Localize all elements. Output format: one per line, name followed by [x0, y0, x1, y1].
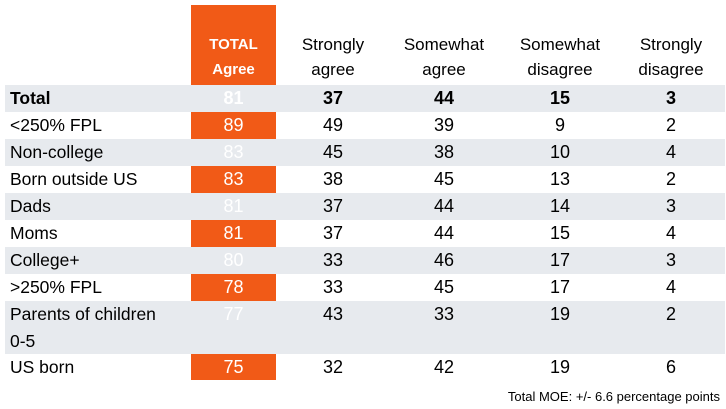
row-label: >250% FPL — [10, 277, 102, 297]
footnote-moe: Total MOE: +/- 6.6 percentage points — [507, 389, 720, 404]
header-somewhat-disagree: Somewhat disagree — [508, 32, 612, 82]
somewhat-agree-value: 39 — [433, 115, 455, 135]
strongly-agree-value: 32 — [322, 357, 344, 377]
row-label: Moms — [10, 223, 58, 243]
somewhat-disagree-value: 19 — [549, 357, 571, 377]
table-row: US born 75 32 42 19 6 — [5, 354, 725, 381]
total-agree-value: 89 — [223, 115, 244, 135]
header-somewhat-disagree-line2: disagree — [527, 60, 593, 79]
somewhat-agree-value: 44 — [433, 223, 455, 243]
somewhat-agree-value: 38 — [433, 142, 455, 162]
header-strongly-disagree-line2: disagree — [638, 60, 704, 79]
header-total-agree-line2: Agree — [212, 61, 255, 78]
row-label: Non-college — [10, 142, 104, 162]
strongly-agree-value: 33 — [322, 277, 344, 297]
header-somewhat-agree-line1: Somewhat — [403, 35, 485, 54]
header-somewhat-agree-line2: agree — [422, 60, 466, 79]
header-strongly-agree: Strongly agree — [288, 32, 378, 82]
somewhat-disagree-value: 10 — [549, 142, 571, 162]
somewhat-disagree-value: 17 — [549, 277, 571, 297]
row-label: US born — [10, 357, 75, 377]
strongly-agree-value: 43 — [322, 304, 344, 324]
table-body: Total 81 37 44 15 3 <250% FPL 89 49 39 9 2 Non-colle… — [5, 85, 725, 381]
strongly-disagree-value: 2 — [665, 169, 676, 189]
strongly-disagree-value: 4 — [665, 277, 676, 297]
somewhat-agree-value: 46 — [433, 250, 455, 270]
header-total-agree: TOTAL Agree — [191, 32, 276, 82]
strongly-agree-value: 33 — [322, 250, 344, 270]
header-total-agree-line1: TOTAL — [209, 36, 258, 53]
total-agree-value: 80 — [223, 250, 244, 270]
strongly-disagree-value: 3 — [665, 250, 676, 270]
header-strongly-disagree: Strongly disagree — [624, 32, 718, 82]
strongly-disagree-value: 6 — [665, 357, 676, 377]
somewhat-agree-value: 44 — [433, 88, 455, 108]
strongly-disagree-value: 4 — [665, 142, 676, 162]
strongly-disagree-value: 2 — [665, 115, 676, 135]
row-label: <250% FPL — [10, 115, 102, 135]
somewhat-agree-value: 44 — [433, 196, 455, 216]
header-strongly-agree-line1: Strongly — [301, 35, 365, 54]
table-row: Dads 81 37 44 14 3 — [5, 193, 725, 220]
row-label: Dads — [10, 196, 51, 216]
somewhat-disagree-value: 14 — [549, 196, 571, 216]
somewhat-disagree-value: 19 — [549, 304, 571, 324]
strongly-agree-value: 38 — [322, 169, 344, 189]
strongly-agree-value: 49 — [322, 115, 344, 135]
row-label: Parents of children 0-5 — [10, 301, 190, 355]
header-somewhat-disagree-line1: Somewhat — [519, 35, 601, 54]
somewhat-agree-value: 42 — [433, 357, 455, 377]
table-row: >250% FPL 78 33 45 17 4 — [5, 274, 725, 301]
somewhat-disagree-value: 17 — [549, 250, 571, 270]
table-row: Parents of children 0-5 77 43 33 19 2 — [5, 301, 725, 354]
strongly-disagree-value: 2 — [665, 304, 676, 324]
strongly-agree-value: 37 — [322, 196, 344, 216]
somewhat-agree-value: 45 — [433, 169, 455, 189]
total-agree-value: 83 — [223, 142, 244, 162]
strongly-disagree-value: 4 — [665, 223, 676, 243]
table-row: College+ 80 33 46 17 3 — [5, 247, 725, 274]
row-label: Born outside US — [10, 169, 138, 189]
total-agree-value: 83 — [223, 169, 244, 189]
somewhat-agree-value: 45 — [433, 277, 455, 297]
total-agree-value: 81 — [223, 88, 244, 108]
table-row: <250% FPL 89 49 39 9 2 — [5, 112, 725, 139]
somewhat-disagree-value: 13 — [549, 169, 571, 189]
somewhat-disagree-value: 15 — [549, 223, 571, 243]
strongly-disagree-value: 3 — [665, 196, 676, 216]
strongly-agree-value: 37 — [322, 88, 344, 108]
total-agree-value: 75 — [223, 357, 244, 377]
row-label: College+ — [10, 250, 80, 270]
header-strongly-agree-line2: agree — [311, 60, 355, 79]
somewhat-disagree-value: 9 — [554, 115, 565, 135]
row-label-line: Parents of children — [10, 304, 156, 324]
somewhat-agree-value: 33 — [433, 304, 455, 324]
header-strongly-disagree-line1: Strongly — [639, 35, 703, 54]
total-agree-value: 77 — [223, 304, 244, 324]
total-agree-value: 81 — [223, 223, 244, 243]
strongly-disagree-value: 3 — [665, 88, 676, 108]
table-row: Total 81 37 44 15 3 — [5, 85, 725, 112]
total-agree-value: 81 — [223, 196, 244, 216]
strongly-agree-value: 37 — [322, 223, 344, 243]
row-label-line: 0-5 — [10, 331, 36, 351]
somewhat-disagree-value: 15 — [549, 88, 571, 108]
total-agree-value: 78 — [223, 277, 244, 297]
table-row: Born outside US 83 38 45 13 2 — [5, 166, 725, 193]
row-label: Total — [10, 88, 51, 108]
strongly-agree-value: 45 — [322, 142, 344, 162]
table-row: Moms 81 37 44 15 4 — [5, 220, 725, 247]
table-row: Non-college 83 45 38 10 4 — [5, 139, 725, 166]
header-somewhat-agree: Somewhat agree — [392, 32, 496, 82]
